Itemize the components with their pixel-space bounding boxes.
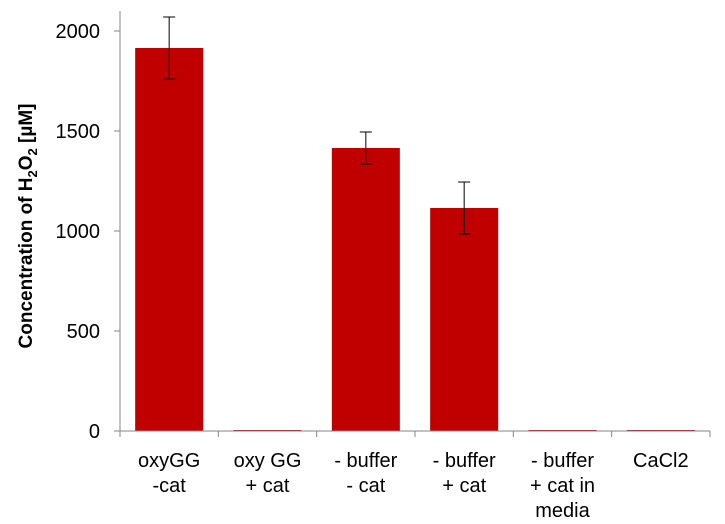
bar (430, 208, 499, 431)
y-tick-label: 2000 (56, 21, 101, 43)
y-tick-label: 0 (89, 421, 100, 443)
bar (331, 148, 400, 431)
y-axis-label-prefix: Concentration of H (16, 177, 37, 348)
x-axis: oxyGG -cat oxy GG + cat - buffer - cat - buffe… (119, 430, 711, 522)
category-label: oxy GG + cat (234, 450, 302, 497)
y-axis-label-mid: O (16, 155, 37, 170)
y-axis: 0 500 1000 1500 2000 (56, 11, 121, 443)
bars (135, 16, 695, 432)
y-tick-label: 1500 (56, 121, 101, 143)
category-label: - buffer + cat in media (530, 450, 595, 522)
category-label: - buffer + cat (433, 450, 496, 497)
category-label: - buffer - cat (334, 450, 397, 497)
y-tick-label: 1000 (56, 221, 101, 243)
y-axis-label-suffix: [µM] (16, 104, 37, 149)
y-tick-label: 500 (67, 321, 100, 343)
y-axis-label: Concentration of H2O2 [µM] (16, 104, 40, 349)
category-label: CaCl2 (633, 450, 689, 472)
category-label: oxyGG -cat (138, 450, 200, 497)
bar (135, 48, 204, 431)
y-axis-label-sub2: 2 (25, 148, 40, 155)
y-axis-label-sub1: 2 (25, 170, 40, 177)
